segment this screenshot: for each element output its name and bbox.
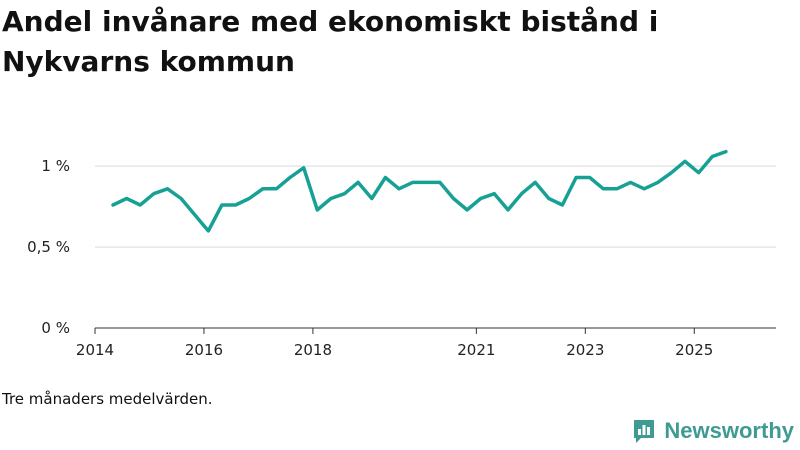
newsworthy-logo-icon — [634, 420, 655, 443]
brand-name: Newsworthy — [664, 418, 794, 443]
chart-note: Tre månaders medelvärden. — [2, 390, 213, 408]
y-tick-label: 0,5 % — [27, 238, 70, 256]
y-tick-label: 0 % — [41, 319, 70, 337]
gridlines — [95, 165, 776, 248]
y-tick-label: 1 % — [41, 157, 70, 175]
x-axis-ticks: 2014 2016 2018 2021 2023 2025 — [76, 328, 713, 359]
series — [111, 149, 728, 233]
x-tick-label: 2016 — [185, 341, 223, 359]
x-tick-label: 2023 — [566, 341, 604, 359]
line-chart: 0 % 0,5 % 1 % 2014 2016 2018 2021 2023 2025 — [27, 149, 776, 359]
series-line — [111, 149, 728, 233]
y-axis-ticks: 0 % 0,5 % 1 % — [27, 157, 70, 337]
x-tick-label: 2018 — [294, 341, 332, 359]
x-tick-label: 2014 — [76, 341, 114, 359]
chart-title: Andel invånare med ekonomiskt bistånd i … — [2, 5, 659, 78]
x-tick-label: 2025 — [675, 341, 713, 359]
x-tick-label: 2021 — [457, 341, 495, 359]
brand-logo: Newsworthy — [632, 418, 794, 444]
